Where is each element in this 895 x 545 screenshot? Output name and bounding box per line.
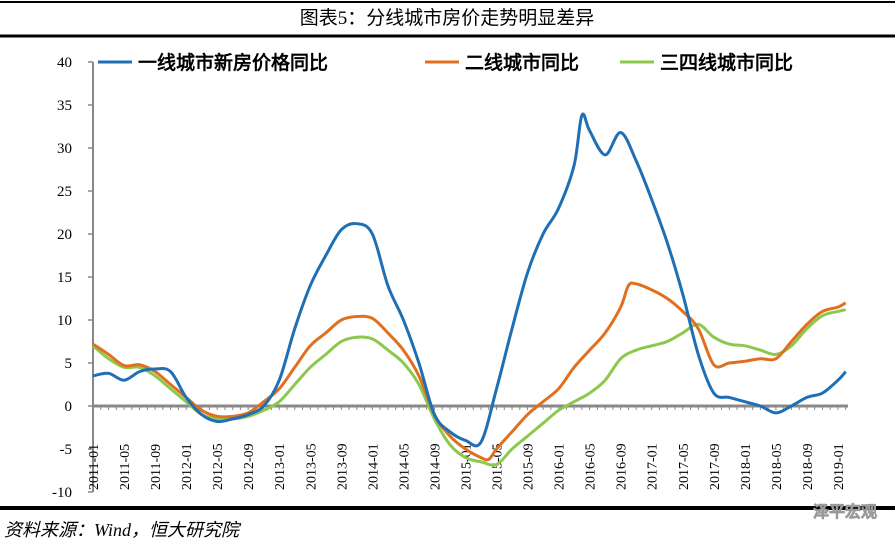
y-tick-label: 15 bbox=[57, 270, 72, 286]
legend-label: 二线城市同比 bbox=[465, 51, 579, 74]
x-tick-label: 2018-01 bbox=[739, 443, 754, 490]
y-tick-label: -10 bbox=[52, 485, 72, 501]
y-tick-label: -5 bbox=[60, 442, 73, 458]
y-tick-label: 10 bbox=[57, 313, 72, 329]
series-line bbox=[92, 112, 847, 448]
y-tick-label: 25 bbox=[57, 184, 72, 200]
series-line bbox=[92, 308, 847, 467]
legend-label: 一线城市新房价格同比 bbox=[138, 51, 328, 74]
legend: 一线城市新房价格同比 二线城市同比 三四线城市同比 bbox=[98, 51, 793, 74]
x-tick-label: 2012-09 bbox=[242, 443, 257, 490]
x-tick-label: 2015-09 bbox=[522, 443, 537, 490]
x-tick-label: 2014-01 bbox=[366, 443, 381, 490]
y-tick-label: 0 bbox=[65, 399, 73, 415]
x-tick-label: 2018-09 bbox=[801, 443, 816, 490]
x-tick-label: 2018-05 bbox=[770, 443, 785, 490]
x-tick-label: 2016-09 bbox=[615, 443, 630, 490]
chart-title: 图表5：分线城市房价走势明显差异 bbox=[300, 7, 595, 29]
x-tick-label: 2019-01 bbox=[832, 443, 847, 490]
x-tick-label: 2014-09 bbox=[428, 443, 443, 490]
x-tick-label: 2017-01 bbox=[646, 443, 661, 490]
x-tick-label: 2011-09 bbox=[149, 444, 164, 490]
x-axis: 2011-01 2011-05 2011-09 2012-01 2012-05 2012-… bbox=[87, 404, 848, 490]
x-tick-label: 2011-05 bbox=[118, 444, 133, 490]
series-lines bbox=[92, 112, 847, 467]
x-tick-label: 2017-05 bbox=[677, 443, 692, 490]
x-tick-label: 2015-05 bbox=[491, 443, 506, 490]
x-tick-label: 2017-09 bbox=[708, 443, 723, 490]
y-tick-label: 30 bbox=[57, 141, 72, 157]
x-tick-label: 2013-09 bbox=[335, 443, 350, 490]
x-tick-label: 2012-01 bbox=[180, 443, 195, 490]
x-tick-label: 2011-01 bbox=[87, 444, 102, 490]
series-line bbox=[92, 281, 847, 462]
x-tick-label: 2013-01 bbox=[273, 443, 288, 490]
source-note: 资料来源：Wind，恒大研究院 bbox=[4, 520, 242, 540]
x-tick-label: 2012-05 bbox=[211, 443, 226, 490]
watermark: 泽平宏观 bbox=[813, 502, 877, 521]
x-tick-label: 2016-05 bbox=[584, 443, 599, 490]
x-tick-label: 2013-05 bbox=[304, 443, 319, 490]
y-axis: -10 -5 0 5 10 15 20 25 30 35 40 bbox=[52, 55, 94, 501]
x-tick-label: 2014-05 bbox=[397, 443, 412, 490]
y-tick-label: 20 bbox=[57, 227, 72, 243]
x-tick-label: 2016-01 bbox=[553, 443, 568, 490]
y-tick-label: 5 bbox=[65, 356, 73, 372]
y-tick-label: 35 bbox=[57, 98, 72, 114]
y-tick-label: 40 bbox=[57, 55, 72, 71]
legend-label: 三四线城市同比 bbox=[660, 51, 793, 74]
